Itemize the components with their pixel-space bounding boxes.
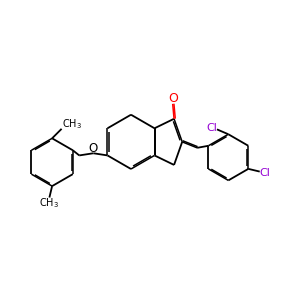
Text: CH$_3$: CH$_3$ xyxy=(62,117,82,131)
Text: O: O xyxy=(168,92,178,106)
Text: Cl: Cl xyxy=(259,168,270,178)
Text: CH$_3$: CH$_3$ xyxy=(39,196,59,210)
Text: O: O xyxy=(88,142,97,155)
Text: Cl: Cl xyxy=(207,123,218,133)
